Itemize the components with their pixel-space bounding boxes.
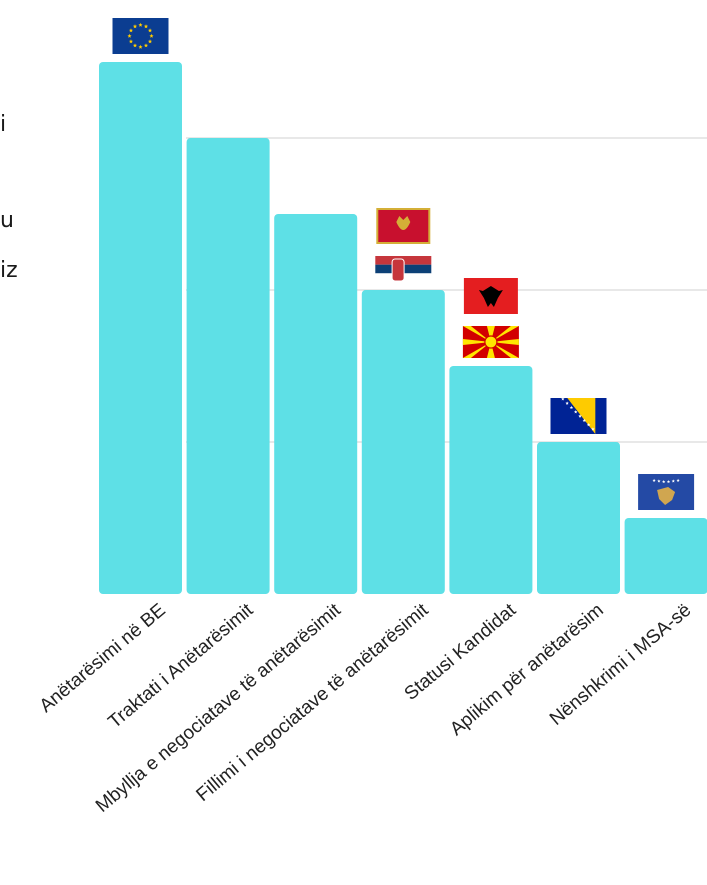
serbia-flag (375, 256, 432, 282)
albania-flag (463, 278, 518, 314)
montenegro-flag (376, 208, 431, 244)
kosovo-flag (638, 474, 695, 510)
bar (449, 366, 533, 594)
north-macedonia-flag (462, 326, 519, 358)
bosnia-flag (550, 397, 607, 434)
category-label: Aplikim për anëtarësim (446, 600, 608, 740)
bar (99, 62, 182, 594)
eu-flag (112, 18, 169, 54)
category-label: Nënshkrimi i MSA-së (546, 600, 695, 730)
cut-off-text-3: iz (0, 258, 18, 283)
cut-off-text-2: u (0, 208, 14, 233)
category-label: Traktati i Anëtarësimit (104, 599, 257, 733)
bar (186, 138, 270, 594)
bar (537, 442, 620, 594)
bar (361, 290, 445, 594)
bar (274, 214, 358, 594)
cut-off-text-1: i (0, 112, 7, 137)
bar (624, 518, 707, 594)
